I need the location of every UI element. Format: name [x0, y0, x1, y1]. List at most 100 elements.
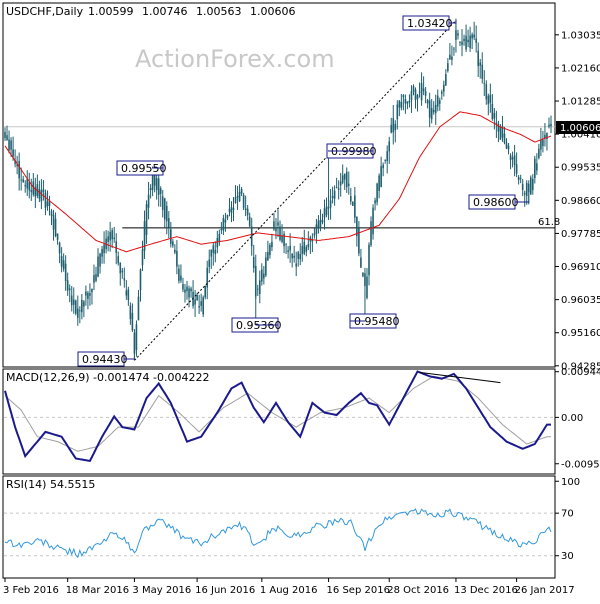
- candle: [530, 175, 532, 194]
- rsi-y-tick-label: 70: [561, 509, 574, 520]
- candle-body: [227, 215, 229, 218]
- candle-body: [338, 188, 340, 190]
- candle-body: [261, 270, 263, 282]
- candle-body: [156, 178, 158, 190]
- price-annotation: 0.95360: [232, 318, 282, 332]
- candle-body: [93, 275, 95, 283]
- candle-body: [538, 149, 540, 158]
- candle-body: [336, 187, 338, 188]
- candle-body: [382, 165, 384, 168]
- candle-body: [293, 256, 295, 258]
- candle-body: [4, 132, 6, 138]
- candle-body: [378, 176, 380, 191]
- candle-body: [326, 206, 328, 215]
- candle-body: [166, 206, 168, 221]
- candle-body: [146, 204, 148, 235]
- candle-body: [380, 166, 382, 187]
- candle-body: [128, 289, 130, 300]
- candle-body: [77, 309, 79, 318]
- candle-body: [364, 273, 366, 286]
- candle-body: [459, 42, 461, 43]
- candle-body: [245, 208, 247, 210]
- candle-body: [208, 259, 210, 266]
- candle-body: [251, 226, 253, 246]
- candle-body: [188, 288, 190, 297]
- candle-body: [99, 254, 101, 267]
- candle-body: [473, 35, 475, 38]
- candle-body: [423, 88, 425, 91]
- candle-body: [413, 86, 415, 91]
- ohlc-close: 1.00606: [250, 5, 296, 18]
- candle-body: [249, 217, 251, 227]
- candle-body: [170, 229, 172, 243]
- candle-body: [506, 143, 508, 149]
- candle-body: [350, 196, 352, 201]
- price-annotation: 0.95480: [350, 314, 400, 328]
- candle-body: [295, 263, 297, 266]
- candle-body: [219, 234, 221, 241]
- candle-body: [150, 188, 152, 190]
- candle-body: [47, 202, 49, 207]
- candle-body: [168, 218, 170, 227]
- candle-body: [346, 172, 348, 187]
- candle-body: [291, 254, 293, 259]
- candle-body: [115, 241, 117, 253]
- candle-body: [162, 196, 164, 210]
- candle-body: [439, 100, 441, 104]
- candle-body: [376, 184, 378, 203]
- candle-body: [30, 190, 32, 192]
- candle-body: [235, 197, 237, 203]
- candle-body: [518, 177, 520, 180]
- candle-body: [303, 242, 305, 254]
- candle-body: [306, 247, 308, 252]
- candle-body: [265, 257, 267, 275]
- candle-body: [526, 183, 528, 196]
- candle-body: [18, 161, 20, 178]
- candle: [243, 193, 245, 210]
- candle-body: [469, 35, 471, 48]
- candle-body: [340, 182, 342, 186]
- candle-body: [107, 236, 109, 242]
- x-tick-label: 3 Feb 2016: [3, 585, 59, 596]
- candle-body: [202, 297, 204, 314]
- candle-body: [415, 90, 417, 100]
- candle-body: [221, 229, 223, 230]
- candle-body: [324, 208, 326, 217]
- candle-body: [390, 125, 392, 133]
- candle-body: [421, 83, 423, 100]
- candle-body: [51, 211, 53, 216]
- candle-body: [186, 287, 188, 291]
- macd-title: MACD(12,26,9) -0.001474 -0.004222: [6, 371, 209, 384]
- candle-body: [285, 244, 287, 245]
- candle-body: [401, 102, 403, 108]
- macd-y-tick-label: 0.009446: [561, 367, 600, 378]
- candle-body: [431, 108, 433, 119]
- candle-body: [6, 135, 8, 140]
- candle-body: [297, 252, 299, 259]
- candle-body: [231, 207, 233, 213]
- candle-body: [184, 289, 186, 292]
- current-price-label: 1.00606: [560, 123, 600, 134]
- candle-body: [332, 196, 334, 198]
- candle-body: [352, 202, 354, 206]
- candle-body: [69, 288, 71, 290]
- candle: [202, 295, 204, 316]
- candle-body: [271, 242, 273, 247]
- candle-body: [130, 306, 132, 319]
- candle-body: [20, 180, 22, 181]
- candle-body: [318, 221, 320, 228]
- candle-body: [492, 104, 494, 119]
- candle-body: [479, 62, 481, 65]
- candle-body: [411, 91, 413, 100]
- candle-body: [255, 266, 257, 296]
- candle-body: [239, 192, 241, 201]
- candle-body: [457, 33, 459, 35]
- candle-body: [308, 244, 310, 247]
- candle-body: [433, 110, 435, 112]
- candle-body: [198, 306, 200, 307]
- candle-body: [53, 215, 55, 230]
- candle-body: [132, 313, 134, 331]
- candle-body: [215, 250, 217, 254]
- candle-body: [210, 250, 212, 257]
